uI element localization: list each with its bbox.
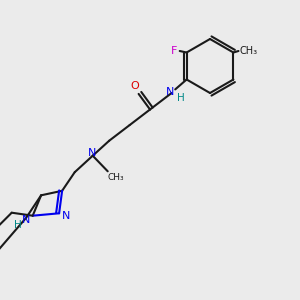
Text: N: N [166,86,174,97]
Text: H: H [14,220,22,230]
Text: N: N [61,211,70,221]
Text: CH₃: CH₃ [108,173,124,182]
Text: N: N [22,215,30,225]
Text: O: O [130,81,140,92]
Text: N: N [88,148,96,158]
Text: CH₃: CH₃ [240,46,258,56]
Text: F: F [170,46,177,56]
Text: H: H [177,93,184,103]
